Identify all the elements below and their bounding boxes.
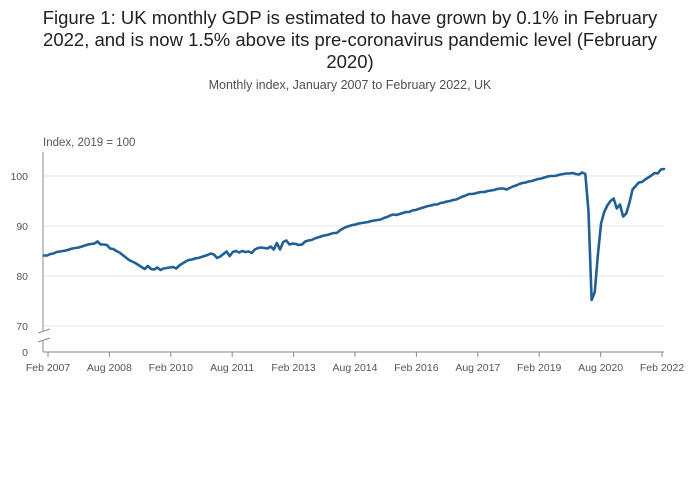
y-tick-label: 80: [16, 271, 28, 283]
x-tick-label: Aug 2008: [87, 362, 132, 374]
x-tick-label: Aug 2020: [578, 362, 623, 374]
axis-break-mark: [37, 337, 51, 343]
y-tick-label: 100: [10, 171, 28, 183]
y-tick-label: 0: [22, 347, 28, 359]
y-tick-label: 70: [16, 321, 28, 333]
x-tick-label: Feb 2007: [26, 362, 71, 374]
y-axis: 100 90 80 70 0: [10, 152, 51, 359]
y-axis-label: Index, 2019 = 100: [43, 137, 135, 149]
gridlines: [44, 175, 664, 327]
chart-title: Figure 1: UK monthly GDP is estimated to…: [42, 7, 658, 72]
x-tick-label: Feb 2019: [517, 362, 562, 374]
y-tick-label: 90: [16, 221, 28, 233]
axis-break-mark: [37, 328, 51, 334]
gdp-series-line: [42, 167, 666, 302]
x-tick-label: Aug 2017: [455, 362, 500, 374]
chart-subtitle: Monthly index, January 2007 to February …: [208, 78, 492, 92]
x-axis: Feb 2007 Aug 2008 Feb 2010 Aug 2011 Feb 2013…: [26, 351, 685, 374]
x-tick-label: Feb 2022: [640, 362, 685, 374]
x-tick-label: Aug 2014: [333, 362, 378, 374]
x-tick-label: Aug 2011: [210, 362, 254, 374]
x-tick-label: Feb 2010: [149, 362, 194, 374]
x-tick-label: Feb 2016: [394, 362, 439, 374]
x-tick-label: Feb 2013: [271, 362, 316, 374]
